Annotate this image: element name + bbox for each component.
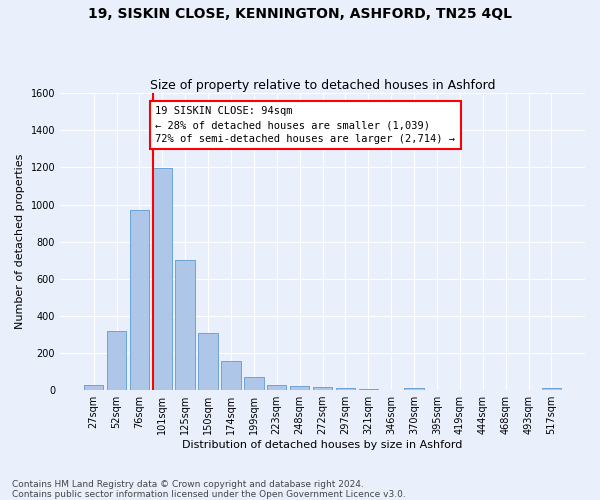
Bar <box>221 362 241 390</box>
Text: Contains HM Land Registry data © Crown copyright and database right 2024.
Contai: Contains HM Land Registry data © Crown c… <box>12 480 406 499</box>
Bar <box>199 334 218 390</box>
X-axis label: Distribution of detached houses by size in Ashford: Distribution of detached houses by size … <box>182 440 463 450</box>
Bar <box>542 388 561 390</box>
Bar <box>107 330 126 390</box>
Bar <box>359 388 378 390</box>
Bar <box>404 388 424 390</box>
Title: Size of property relative to detached houses in Ashford: Size of property relative to detached ho… <box>150 79 495 92</box>
Bar <box>130 210 149 390</box>
Bar <box>335 388 355 390</box>
Bar <box>175 260 195 390</box>
Y-axis label: Number of detached properties: Number of detached properties <box>15 154 25 330</box>
Bar <box>313 388 332 390</box>
Text: 19, SISKIN CLOSE, KENNINGTON, ASHFORD, TN25 4QL: 19, SISKIN CLOSE, KENNINGTON, ASHFORD, T… <box>88 8 512 22</box>
Bar <box>84 384 103 390</box>
Text: 19 SISKIN CLOSE: 94sqm
← 28% of detached houses are smaller (1,039)
72% of semi-: 19 SISKIN CLOSE: 94sqm ← 28% of detached… <box>155 106 455 144</box>
Bar <box>290 386 310 390</box>
Bar <box>152 168 172 390</box>
Bar <box>244 377 263 390</box>
Bar <box>267 384 286 390</box>
